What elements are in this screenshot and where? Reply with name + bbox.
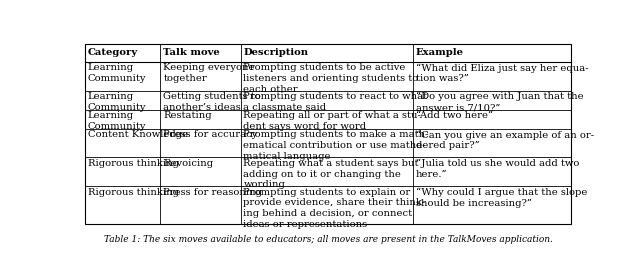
Text: Learning
Community: Learning Community: [88, 92, 147, 112]
Text: Rigorous thinking: Rigorous thinking: [88, 188, 179, 197]
Text: Prompting students to explain or
provide evidence, share their think-
ing behind: Prompting students to explain or provide…: [243, 188, 426, 229]
Text: Description: Description: [243, 48, 308, 57]
Text: Table 1: The six moves available to educators; all moves are present in the Talk: Table 1: The six moves available to educ…: [104, 235, 552, 244]
Text: Category: Category: [88, 48, 138, 57]
Text: Talk move: Talk move: [163, 48, 220, 57]
Text: Learning
Community: Learning Community: [88, 63, 147, 83]
Text: Revoicing: Revoicing: [163, 159, 213, 168]
Text: Press for accuracy: Press for accuracy: [163, 130, 257, 139]
Text: “Julia told us she would add two
here.”: “Julia told us she would add two here.”: [416, 159, 579, 179]
Text: Getting students to
another’s ideas: Getting students to another’s ideas: [163, 92, 261, 112]
Text: Repeating all or part of what a stu-
dent says word for word: Repeating all or part of what a stu- den…: [243, 111, 421, 131]
Text: Restating: Restating: [163, 111, 212, 120]
Text: Rigorous thinking: Rigorous thinking: [88, 159, 179, 168]
Text: Example: Example: [416, 48, 464, 57]
Text: “What did Eliza just say her equa-
tion was?”: “What did Eliza just say her equa- tion …: [416, 63, 589, 83]
Text: Prompting students to react to what
a classmate said: Prompting students to react to what a cl…: [243, 92, 428, 112]
Text: Prompting students to make a math-
ematical contribution or use mathe-
matical l: Prompting students to make a math- emati…: [243, 130, 429, 161]
Text: Repeating what a student says but
adding on to it or changing the
wording: Repeating what a student says but adding…: [243, 159, 419, 189]
Text: “Can you give an example of an or-
dered pair?”: “Can you give an example of an or- dered…: [416, 130, 594, 150]
Text: Keeping everyone
together: Keeping everyone together: [163, 63, 255, 83]
Text: “Add two here”: “Add two here”: [416, 111, 493, 120]
Text: “Why could I argue that the slope
should be increasing?”: “Why could I argue that the slope should…: [416, 188, 588, 208]
Text: Press for reasoning: Press for reasoning: [163, 188, 262, 197]
Text: “Do you agree with Juan that the
answer is 7/10?”: “Do you agree with Juan that the answer …: [416, 92, 584, 112]
Text: Learning
Community: Learning Community: [88, 111, 147, 131]
Text: Content Knowledge: Content Knowledge: [88, 130, 188, 139]
Text: Prompting students to be active
listeners and orienting students to
each other: Prompting students to be active listener…: [243, 63, 419, 94]
